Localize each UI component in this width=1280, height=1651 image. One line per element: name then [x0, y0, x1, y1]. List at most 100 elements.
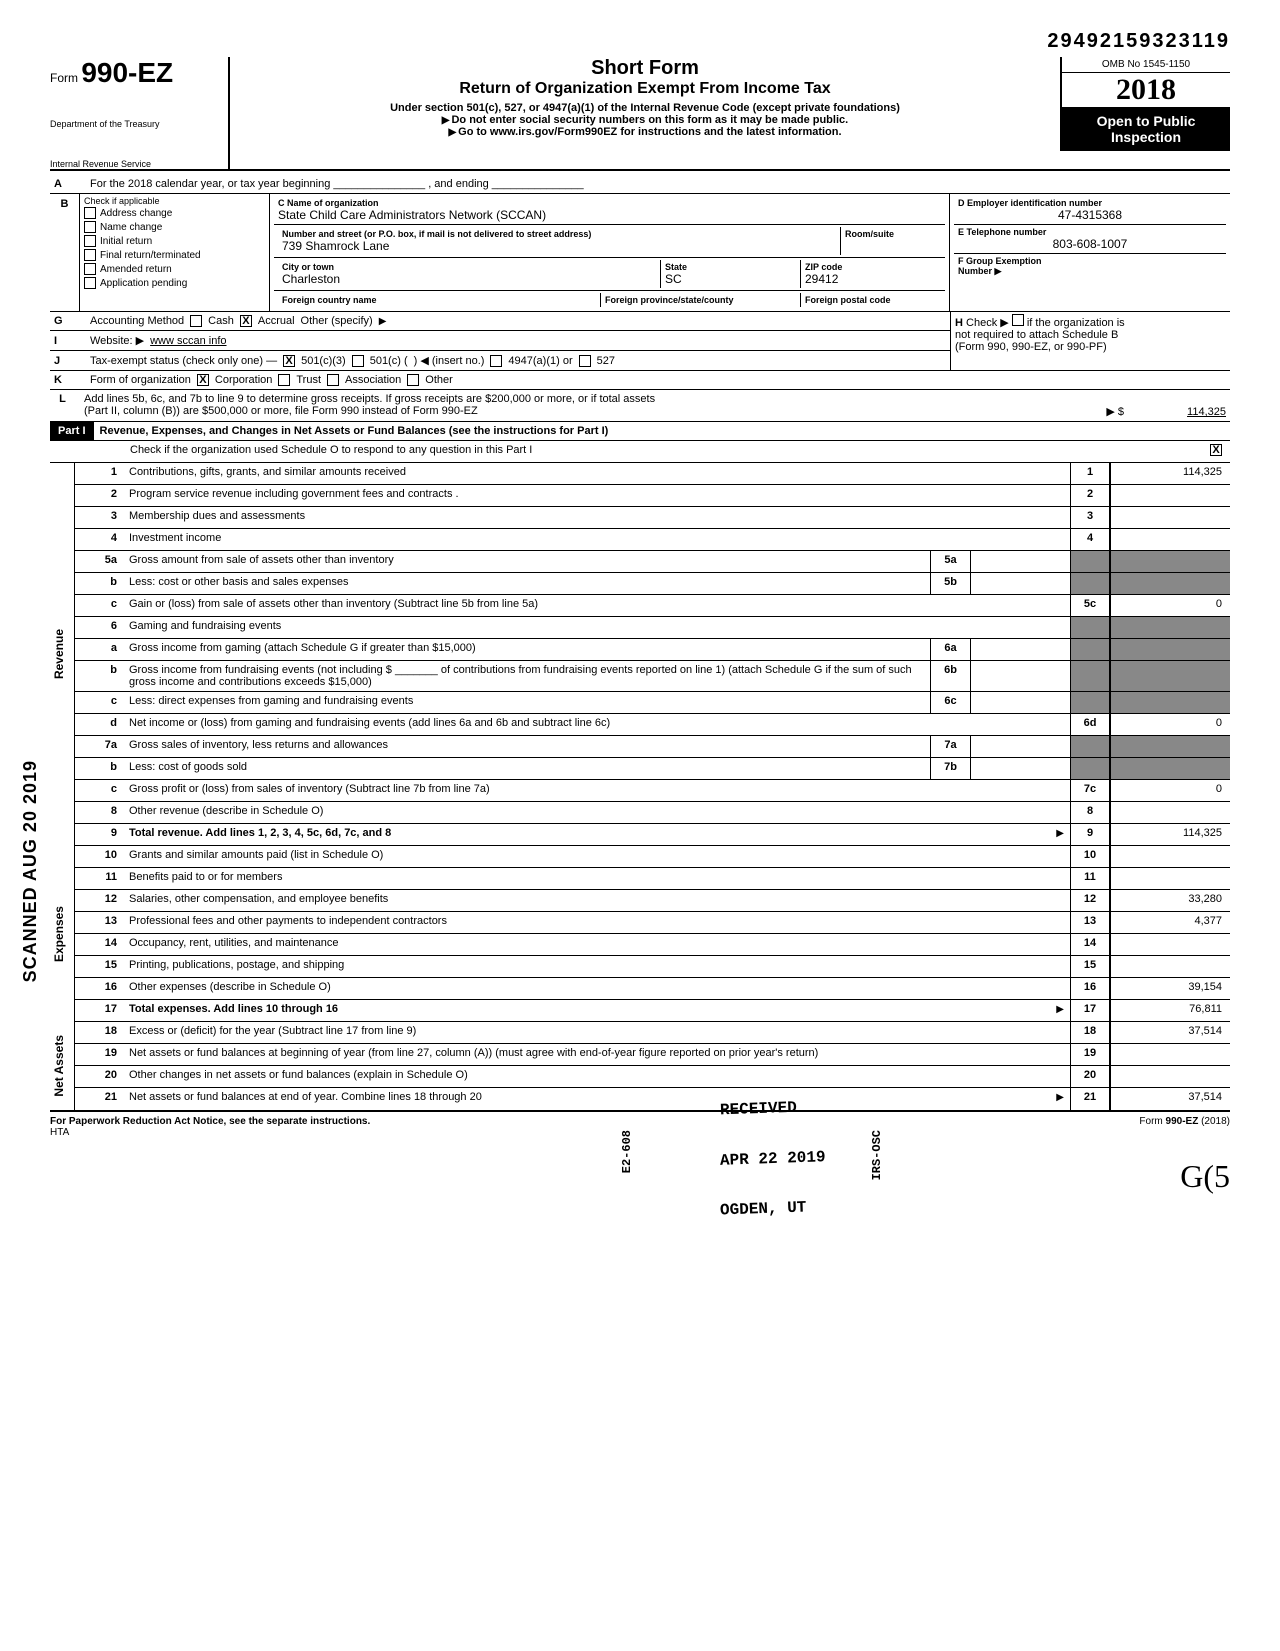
line-8: Other revenue (describe in Schedule O): [125, 802, 1070, 823]
open-public-1: Open to Public: [1066, 113, 1226, 129]
chk-trust[interactable]: [278, 374, 290, 386]
stamp-e2608: E2-608: [620, 1130, 634, 1173]
stamp-scanned: SCANNED AUG 20 2019: [20, 760, 41, 982]
line-12: Salaries, other compensation, and employ…: [125, 890, 1070, 911]
open-public-2: Inspection: [1066, 129, 1226, 145]
part1-label: Part I: [50, 422, 94, 440]
line-19: Net assets or fund balances at beginning…: [125, 1044, 1070, 1065]
chk-assoc[interactable]: [327, 374, 339, 386]
line-6c: Less: direct expenses from gaming and fu…: [125, 692, 930, 713]
omb-number: OMB No 1545-1150: [1062, 57, 1230, 73]
val-13: 4,377: [1110, 912, 1230, 933]
foreign-postal-label: Foreign postal code: [805, 295, 937, 305]
title-short-form: Short Form: [242, 57, 1048, 80]
label-i: I: [54, 335, 84, 347]
label-k: K: [54, 374, 84, 386]
chk-final[interactable]: [84, 249, 96, 261]
chk-amended[interactable]: [84, 263, 96, 275]
line-13: Professional fees and other payments to …: [125, 912, 1070, 933]
org-name: State Child Care Administrators Network …: [278, 208, 941, 222]
line-2: Program service revenue including govern…: [125, 485, 1070, 506]
chk-501c3[interactable]: [283, 355, 295, 367]
line-6: Gaming and fundraising events: [125, 617, 1070, 638]
chk-accrual[interactable]: [240, 315, 252, 327]
val-16: 39,154: [1110, 978, 1230, 999]
chk-initial[interactable]: [84, 235, 96, 247]
label-j: J: [54, 355, 84, 367]
chk-cash[interactable]: [190, 315, 202, 327]
line-5b: Less: cost or other basis and sales expe…: [125, 573, 930, 594]
line-11: Benefits paid to or for members: [125, 868, 1070, 889]
val-9: 114,325: [1110, 824, 1230, 845]
chk-other[interactable]: [407, 374, 419, 386]
line-7a: Gross sales of inventory, less returns a…: [125, 736, 930, 757]
line-7b: Less: cost of goods sold: [125, 758, 930, 779]
line-4: Investment income: [125, 529, 1070, 550]
org-name-label: C Name of organization: [278, 198, 941, 208]
form-prefix: Form: [50, 71, 78, 85]
label-g: G: [54, 315, 84, 327]
chk-corp[interactable]: [197, 374, 209, 386]
val-1: 114,325: [1110, 463, 1230, 484]
line-14: Occupancy, rent, utilities, and maintena…: [125, 934, 1070, 955]
footer-right: Form 990-EZ (2018): [1139, 1116, 1230, 1138]
val-19: [1110, 1044, 1230, 1065]
form-number: 990-EZ: [81, 57, 173, 88]
val-21: 37,514: [1110, 1088, 1230, 1110]
city: Charleston: [282, 272, 656, 286]
val-18: 37,514: [1110, 1022, 1230, 1043]
zip: 29412: [805, 272, 937, 286]
label-h: H: [955, 317, 963, 329]
val-10: [1110, 846, 1230, 867]
val-11: [1110, 868, 1230, 889]
group-label: F Group Exemption: [958, 256, 1222, 266]
label-l: L: [50, 390, 80, 421]
line-9: Total revenue. Add lines 1, 2, 3, 4, 5c,…: [129, 827, 391, 839]
chk-address[interactable]: [84, 207, 96, 219]
chk-application[interactable]: [84, 277, 96, 289]
val-5c: 0: [1110, 595, 1230, 616]
line-18: Excess or (deficit) for the year (Subtra…: [125, 1022, 1070, 1043]
ein-value: 47-4315368: [958, 208, 1222, 222]
year-bold: 18: [1146, 73, 1176, 106]
gross-receipts: 114,325: [1127, 406, 1226, 418]
val-2: [1110, 485, 1230, 506]
stamp-date: APR 22 2019: [720, 1148, 826, 1170]
netassets-side-label: Net Assets: [50, 1031, 74, 1101]
dln: 29492159323119: [50, 30, 1230, 53]
chk-527[interactable]: [579, 355, 591, 367]
chk-sched-o[interactable]: [1210, 444, 1222, 456]
room-label: Room/suite: [845, 229, 937, 239]
stamp-received: RECEIVED: [720, 1099, 797, 1120]
line-5c: Gain or (loss) from sale of assets other…: [125, 595, 1070, 616]
revenue-side-label: Revenue: [50, 625, 74, 683]
line-17: Total expenses. Add lines 10 through 16: [129, 1003, 338, 1015]
signature-mark: G(5: [50, 1158, 1230, 1195]
goto-url: Go to www.irs.gov/Form990EZ for instruct…: [458, 126, 841, 138]
chk-sched-b[interactable]: [1012, 314, 1024, 326]
val-7c: 0: [1110, 780, 1230, 801]
part1-check-text: Check if the organization used Schedule …: [50, 441, 1202, 462]
form-header: Form 990-EZ Department of the Treasury I…: [50, 57, 1230, 171]
val-3: [1110, 507, 1230, 528]
stamp-irs-osc: IRS-OSC: [870, 1130, 884, 1180]
state: SC: [665, 272, 796, 286]
expenses-side-label: Expenses: [50, 902, 74, 966]
street: 739 Shamrock Lane: [282, 239, 836, 253]
stamp-ogden: OGDEN, UT: [720, 1198, 807, 1219]
line-l-text2: (Part II, column (B)) are $500,000 or mo…: [84, 405, 478, 418]
subtitle: Under section 501(c), 527, or 4947(a)(1)…: [242, 102, 1048, 114]
title-return: Return of Organization Exempt From Incom…: [242, 80, 1048, 98]
ssn-warning: Do not enter social security numbers on …: [451, 114, 848, 126]
line-6d: Net income or (loss) from gaming and fun…: [125, 714, 1070, 735]
val-15: [1110, 956, 1230, 977]
val-17: 76,811: [1110, 1000, 1230, 1021]
chk-501c[interactable]: [352, 355, 364, 367]
line-3: Membership dues and assessments: [125, 507, 1070, 528]
line-21: Net assets or fund balances at end of ye…: [129, 1091, 482, 1103]
chk-name[interactable]: [84, 221, 96, 233]
part1-title: Revenue, Expenses, and Changes in Net As…: [94, 422, 1230, 440]
line-l-text1: Add lines 5b, 6c, and 7b to line 9 to de…: [84, 393, 1226, 405]
chk-4947[interactable]: [490, 355, 502, 367]
year-prefix: 20: [1116, 73, 1146, 106]
